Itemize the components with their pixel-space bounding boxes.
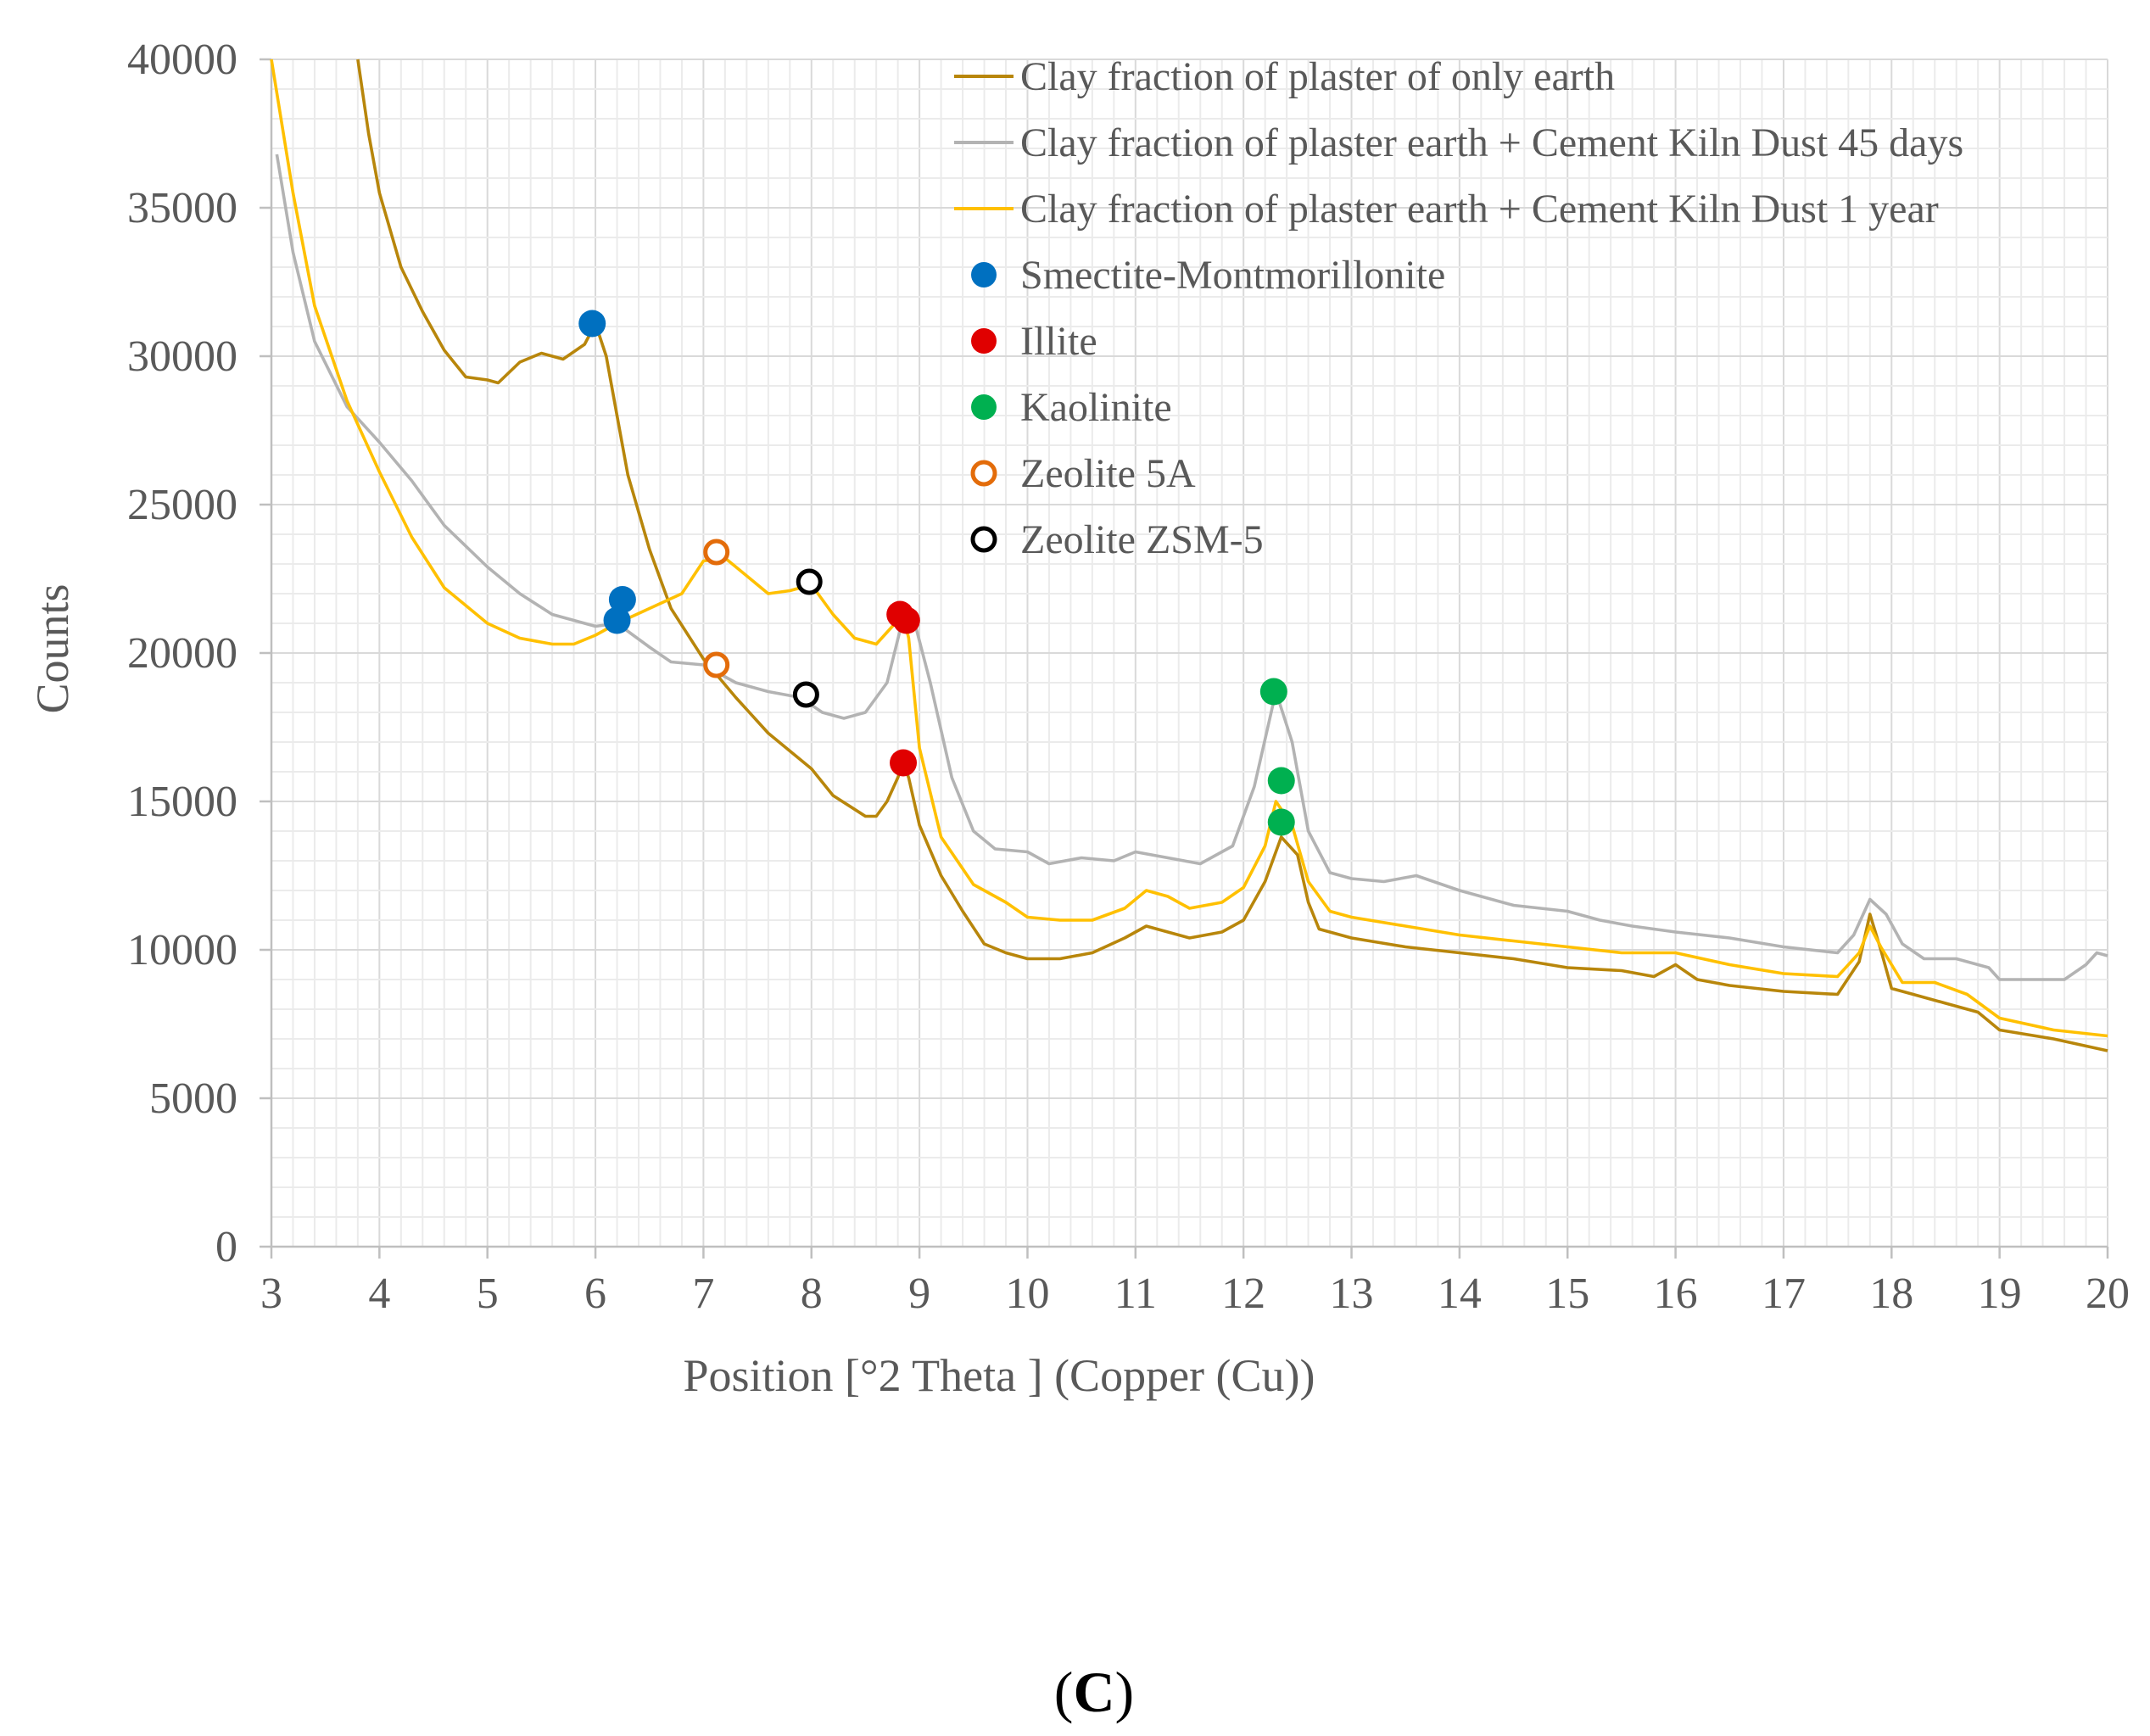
marker-kaolinite xyxy=(1259,678,1287,706)
y-tick-label: 40000 xyxy=(127,36,237,84)
y-tick-label: 0 xyxy=(215,1223,237,1271)
y-axis-ticks: 0 5000 10000 15000 20000 25000 30000 35000 40000 xyxy=(127,36,271,1271)
y-tick-label: 10000 xyxy=(127,926,237,974)
marker-kaolinite xyxy=(1267,767,1295,795)
marker-zeolite-5a xyxy=(703,651,730,678)
x-tick-label: 15 xyxy=(1545,1270,1589,1318)
legend-swatch-marker xyxy=(971,394,997,420)
x-tick-label: 16 xyxy=(1654,1270,1698,1318)
x-tick-label: 14 xyxy=(1438,1270,1482,1318)
y-tick-label: 25000 xyxy=(127,481,237,529)
x-tick-label: 4 xyxy=(368,1270,390,1318)
series-line-1 xyxy=(356,59,2108,1052)
panel-label: (C) xyxy=(1054,1660,1134,1724)
marker-zeolite-5a xyxy=(703,539,730,566)
x-tick-label: 8 xyxy=(801,1270,823,1318)
legend-entry-label: Clay fraction of plaster earth + Cement … xyxy=(1020,120,1963,165)
legend-entry-label: Clay fraction of plaster of only earth xyxy=(1020,54,1615,99)
marker-smectite-montmorillonite xyxy=(603,606,631,634)
marker-zeolite-zsm-5 xyxy=(792,681,819,708)
marker-illite xyxy=(890,749,918,777)
grid xyxy=(271,59,2108,1247)
x-tick-label: 7 xyxy=(692,1270,714,1318)
legend-entry-label: Zeolite ZSM-5 xyxy=(1020,517,1264,562)
y-tick-label: 20000 xyxy=(127,629,237,678)
x-tick-label: 19 xyxy=(1978,1270,2022,1318)
x-tick-label: 20 xyxy=(2086,1270,2130,1318)
series-line-3 xyxy=(270,59,2108,1038)
marker-illite xyxy=(892,606,920,634)
x-tick-label: 18 xyxy=(1869,1270,1913,1318)
legend-entry-label: Clay fraction of plaster earth + Cement … xyxy=(1020,187,1939,232)
legend-swatch-marker xyxy=(971,328,997,354)
legend-entry-label: Smectite-Montmorillonite xyxy=(1020,253,1445,298)
legend-entry-label: Zeolite 5A xyxy=(1020,451,1196,496)
x-tick-label: 9 xyxy=(908,1270,930,1318)
legend-entry-label: Kaolinite xyxy=(1020,385,1172,430)
marker-smectite-montmorillonite xyxy=(578,310,606,338)
y-axis-title: Counts xyxy=(27,583,78,713)
legend-swatch-marker xyxy=(970,526,997,553)
x-axis-ticks: 3 4 5 6 7 8 9 10 11 12 13 14 15 16 17 18 19 20 xyxy=(260,1247,2130,1318)
legend-entry-label: Illite xyxy=(1020,319,1097,364)
marker-layer xyxy=(578,310,1295,836)
x-axis-title: Position [°2 Theta ] (Copper (Cu)) xyxy=(684,1350,1315,1401)
marker-kaolinite xyxy=(1267,808,1295,836)
x-tick-label: 5 xyxy=(477,1270,499,1318)
marker-smectite-montmorillonite xyxy=(608,586,636,613)
marker-zeolite-zsm-5 xyxy=(796,568,823,595)
x-tick-label: 13 xyxy=(1330,1270,1374,1318)
y-tick-label: 5000 xyxy=(149,1075,237,1123)
legend-swatch-marker xyxy=(971,262,997,287)
x-tick-label: 6 xyxy=(584,1270,606,1318)
x-tick-label: 3 xyxy=(260,1270,282,1318)
legend: Clay fraction of plaster of only earth Cl… xyxy=(954,54,1963,562)
y-tick-label: 15000 xyxy=(127,778,237,826)
x-tick-label: 11 xyxy=(1114,1270,1157,1318)
x-tick-label: 10 xyxy=(1005,1270,1049,1318)
y-tick-label: 30000 xyxy=(127,332,237,381)
x-tick-label: 12 xyxy=(1221,1270,1265,1318)
legend-swatch-marker xyxy=(970,460,997,487)
y-tick-label: 35000 xyxy=(127,184,237,232)
x-tick-label: 17 xyxy=(1762,1270,1806,1318)
